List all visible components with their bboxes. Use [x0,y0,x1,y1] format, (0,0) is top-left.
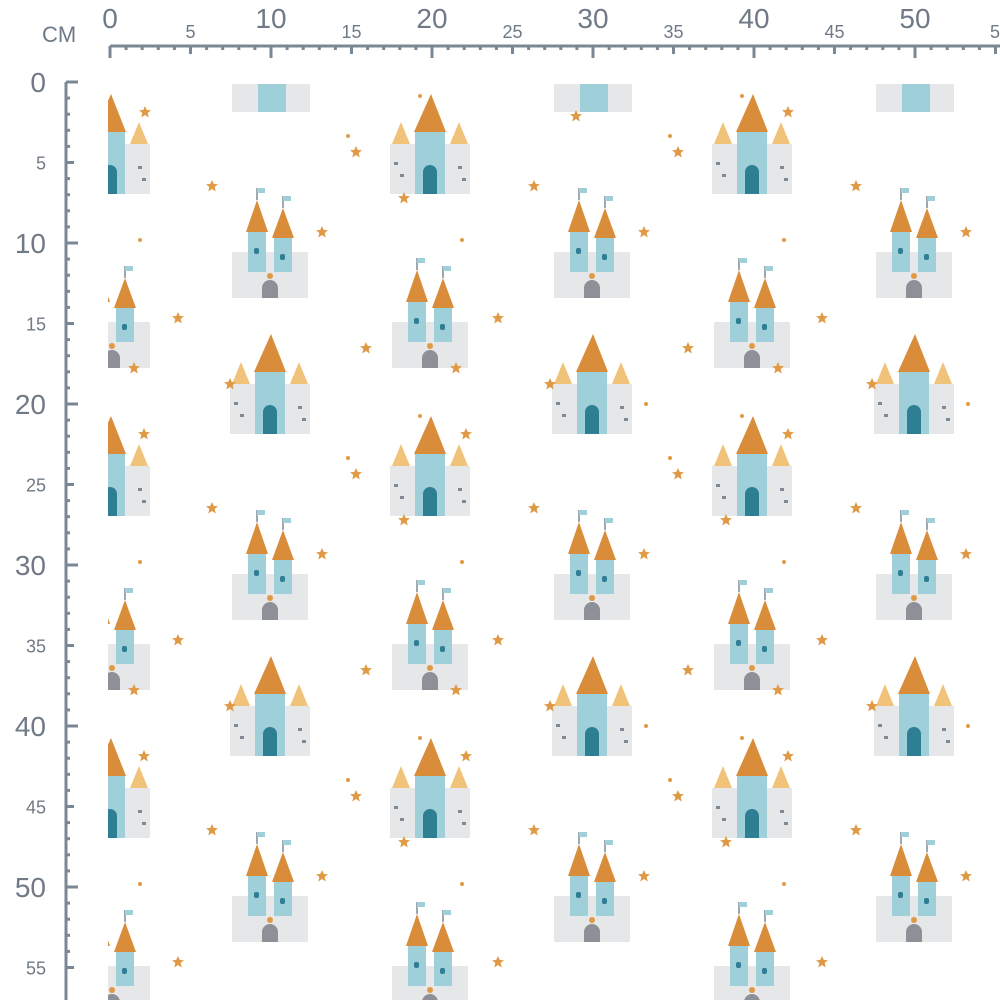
top-ruler-labels: 0 10 20 30 40 50 5 15 25 35 45 55 [102,3,1000,42]
ruler-tick-label: 45 [824,22,844,42]
ruler-tick-label: 50 [15,872,46,903]
ruler-tick-label: 35 [663,22,683,42]
ruler-tick-label: 50 [899,3,930,34]
left-ruler-labels: 0 10 20 30 40 50 5 15 25 35 45 55 [15,67,46,979]
ruler-tick-label: 30 [15,550,46,581]
ruler-top-margin [0,0,1000,82]
left-ruler [64,80,78,1000]
dot-decoration [138,94,970,886]
ruler-tick-label: 10 [255,3,286,34]
ruler-tick-label: 15 [26,315,46,335]
ruler-tick-label: 0 [102,3,118,34]
ruler-tick-label: 30 [577,3,608,34]
fabric-pattern [70,84,972,1000]
castle-large-blue-icon [70,94,954,838]
ruler-tick-label: 5 [185,22,195,42]
ruler-tick-label: 15 [341,22,361,42]
ruler-tick-label: 25 [502,22,522,42]
ruler-tick-label: 40 [738,3,769,34]
ruler-tick-label: 45 [26,798,46,818]
ruler-tick-label: 20 [15,389,46,420]
ruler-unit-label: CM [42,22,77,47]
ruler-tick-label: 35 [26,637,46,657]
castle-top-cut-icon [232,84,954,112]
ruler-tick-label: 55 [990,22,1000,42]
ruler-tick-label: 40 [15,711,46,742]
ruler-tick-label: 20 [416,3,447,34]
ruler-tick-label: 25 [26,476,46,496]
ruler-tick-label: 5 [36,154,46,174]
ruler-left-margin [0,0,108,1000]
ruler-tick-label: 55 [26,959,46,979]
ruler-tick-label: 10 [15,228,46,259]
top-ruler [108,44,1000,58]
castle-small-white-icon [73,187,953,1000]
ruler-tick-label: 0 [30,67,46,98]
